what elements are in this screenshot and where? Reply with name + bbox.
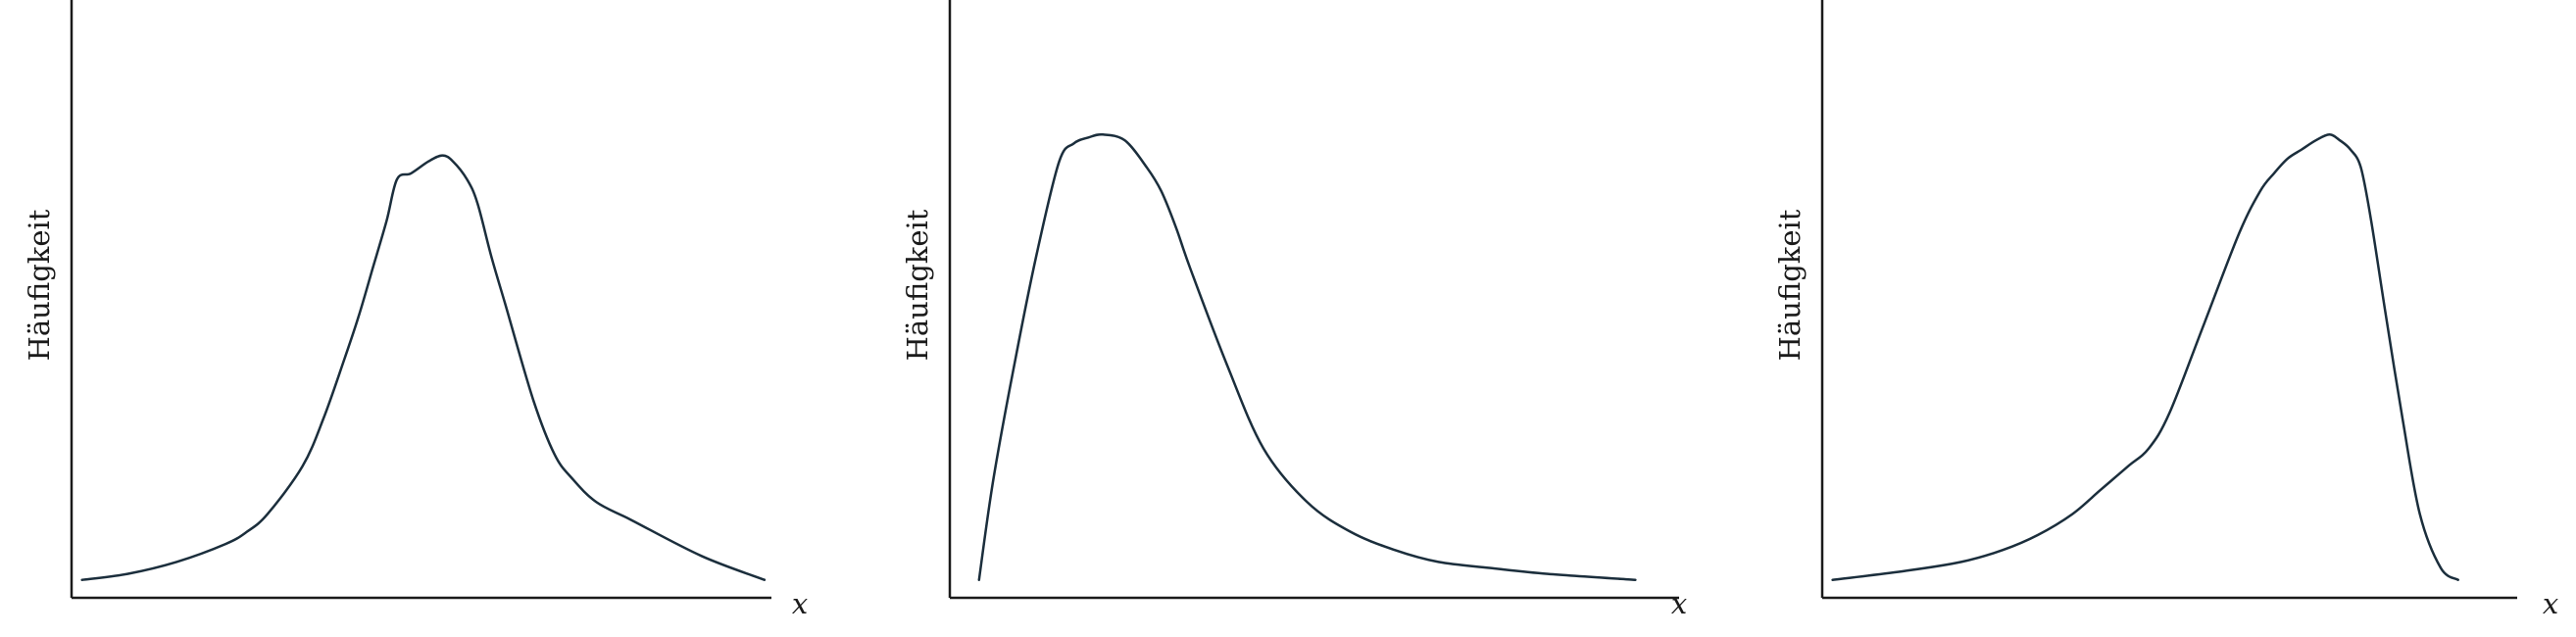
y-axis-label: Häufigkeit (23, 209, 56, 361)
x-axis-label: x (1671, 587, 1687, 620)
chart-panel-right-skewed: Häufigkeit x (878, 0, 1737, 637)
distribution-curve (1831, 133, 2459, 581)
y-axis-label: Häufigkeit (1773, 209, 1807, 361)
chart-svg-left-skewed: Häufigkeit x (1773, 0, 2558, 620)
chart-svg-symmetric: Häufigkeit x (23, 0, 808, 620)
distribution-curve (80, 154, 767, 581)
x-axis-label: x (792, 587, 808, 620)
chart-svg-right-skewed: Häufigkeit x (901, 0, 1687, 620)
y-axis-label: Häufigkeit (901, 209, 934, 361)
x-axis-label: x (2543, 587, 2558, 620)
chart-panel-symmetric: Häufigkeit x (0, 0, 859, 637)
distribution-curve (977, 132, 1637, 581)
chart-panel-left-skewed: Häufigkeit x (1751, 0, 2576, 637)
